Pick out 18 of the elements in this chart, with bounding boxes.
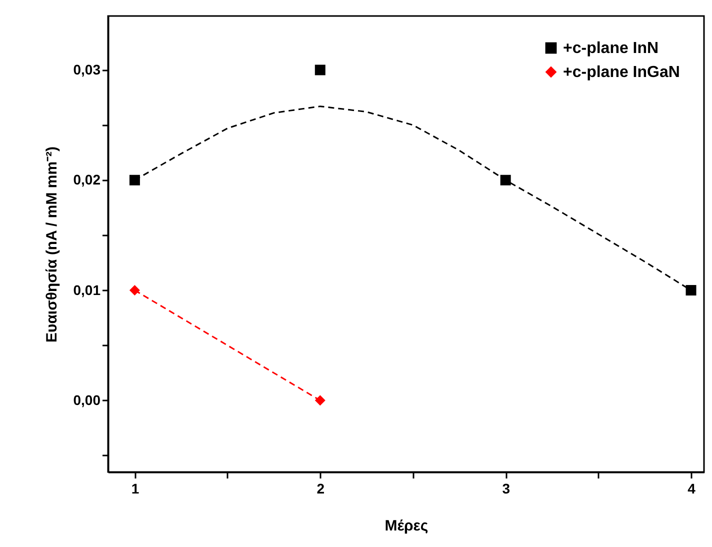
y-tick-label: 0,01 [73, 282, 101, 298]
point [500, 174, 511, 186]
x-tick-label: 1 [131, 480, 140, 496]
y-axis-title: Ευαισθησία (nA / mM mm⁻²) [43, 146, 60, 343]
point [129, 174, 140, 186]
point [129, 285, 140, 296]
legend-label: +c-plane InN [563, 40, 659, 57]
x-tick-label: 3 [502, 480, 510, 496]
y-tick-label: 0,00 [73, 392, 101, 408]
x-axis-title: Μέρες [384, 518, 428, 534]
point [314, 64, 326, 76]
y-tick-label: 0,03 [73, 61, 101, 78]
y-tick-label: 0,02 [73, 172, 101, 188]
point [686, 285, 696, 296]
legend-label: +c-plane InGaN [563, 64, 680, 81]
x-tick-label: 4 [688, 480, 696, 496]
point [314, 395, 326, 406]
x-tick-label: 2 [316, 480, 325, 496]
